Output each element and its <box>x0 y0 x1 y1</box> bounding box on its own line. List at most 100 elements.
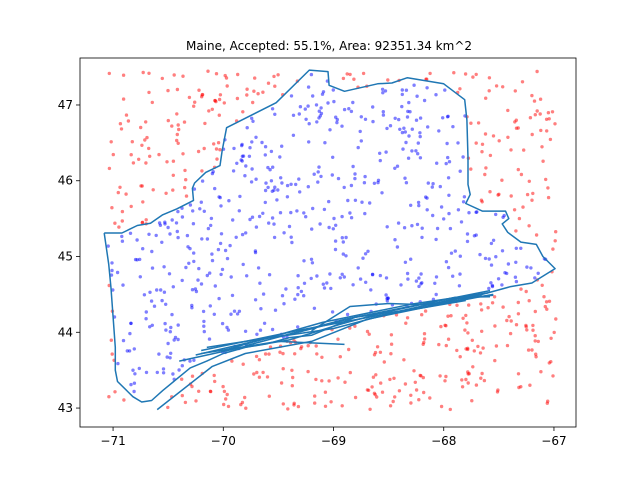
rejected-point <box>517 385 521 390</box>
rejected-point <box>540 145 544 149</box>
rejected-point <box>526 348 531 352</box>
rejected-point <box>261 90 265 94</box>
accepted-point <box>487 257 491 261</box>
accepted-point <box>487 286 491 291</box>
rejected-point <box>530 132 534 137</box>
accepted-point <box>340 236 344 240</box>
accepted-point <box>370 273 375 277</box>
accepted-point <box>398 127 402 131</box>
rejected-point <box>506 135 510 139</box>
rejected-point <box>184 194 189 198</box>
rejected-point <box>181 152 185 156</box>
accepted-point <box>407 134 411 138</box>
accepted-point <box>458 169 462 173</box>
rejected-point <box>443 323 447 327</box>
accepted-point <box>338 276 342 280</box>
accepted-point <box>448 226 453 231</box>
accepted-point <box>444 161 448 166</box>
rejected-point <box>478 351 483 355</box>
rejected-point <box>164 191 168 195</box>
rejected-point <box>493 358 497 363</box>
rejected-point <box>172 73 176 77</box>
rejected-point <box>223 73 227 78</box>
accepted-point <box>426 125 430 129</box>
rejected-point <box>241 362 245 366</box>
accepted-point <box>341 240 345 244</box>
accepted-point <box>340 272 344 276</box>
accepted-point <box>312 172 316 176</box>
rejected-point <box>460 385 465 389</box>
accepted-point <box>317 109 321 113</box>
rejected-point <box>361 71 366 76</box>
accepted-point <box>472 234 477 238</box>
rejected-point <box>412 369 416 373</box>
accepted-point <box>202 329 206 334</box>
accepted-point <box>180 364 184 368</box>
accepted-point <box>322 207 327 212</box>
accepted-point <box>297 112 301 116</box>
rejected-point <box>533 113 537 117</box>
rejected-point <box>543 304 547 309</box>
accepted-point <box>378 151 382 155</box>
accepted-point <box>393 238 397 242</box>
rejected-point <box>225 84 229 88</box>
accepted-point <box>309 276 313 281</box>
accepted-point <box>415 222 420 227</box>
accepted-point <box>349 183 354 188</box>
accepted-point <box>359 115 363 119</box>
rejected-point <box>222 402 226 407</box>
accepted-point <box>424 195 428 199</box>
rejected-point <box>217 113 221 117</box>
accepted-point <box>500 249 505 253</box>
accepted-point <box>361 256 365 260</box>
rejected-point <box>296 404 301 409</box>
accepted-point <box>241 262 245 267</box>
accepted-point <box>489 241 494 246</box>
rejected-point <box>539 370 543 374</box>
rejected-point <box>365 329 370 334</box>
accepted-point <box>351 100 355 105</box>
accepted-point <box>358 277 363 281</box>
rejected-point <box>505 318 509 323</box>
rejected-point <box>176 141 180 145</box>
accepted-point <box>400 92 404 97</box>
accepted-point <box>458 254 462 258</box>
accepted-point <box>129 382 133 387</box>
accepted-point <box>237 209 241 213</box>
accepted-point <box>359 139 363 143</box>
rejected-point <box>497 139 501 143</box>
rejected-point <box>528 116 533 120</box>
rejected-point <box>393 395 397 399</box>
accepted-point <box>402 226 407 230</box>
rejected-point <box>549 360 553 364</box>
y-tick-label: 43 <box>58 401 73 415</box>
accepted-point <box>254 177 258 181</box>
accepted-point <box>328 272 332 276</box>
accepted-point <box>431 213 435 218</box>
rejected-point <box>480 329 484 333</box>
accepted-point <box>514 246 518 250</box>
rejected-point <box>525 192 530 197</box>
accepted-point <box>273 185 277 189</box>
accepted-point <box>447 193 451 197</box>
rejected-point <box>455 303 459 307</box>
accepted-point <box>360 200 364 204</box>
accepted-point <box>451 125 455 129</box>
accepted-point <box>241 154 246 158</box>
rejected-point <box>538 112 542 116</box>
accepted-point <box>188 246 192 251</box>
x-tick-label: −67 <box>541 434 566 448</box>
accepted-point <box>287 224 292 229</box>
accepted-point <box>132 347 136 351</box>
accepted-point <box>225 325 229 330</box>
accepted-point <box>417 203 421 208</box>
accepted-point <box>267 273 272 277</box>
accepted-point <box>514 260 518 264</box>
rejected-point <box>464 347 468 351</box>
accepted-point <box>335 120 339 125</box>
rejected-point <box>144 161 148 165</box>
accepted-point <box>385 299 389 303</box>
rejected-point <box>217 97 222 102</box>
accepted-point <box>198 207 202 211</box>
rejected-point <box>389 342 394 346</box>
